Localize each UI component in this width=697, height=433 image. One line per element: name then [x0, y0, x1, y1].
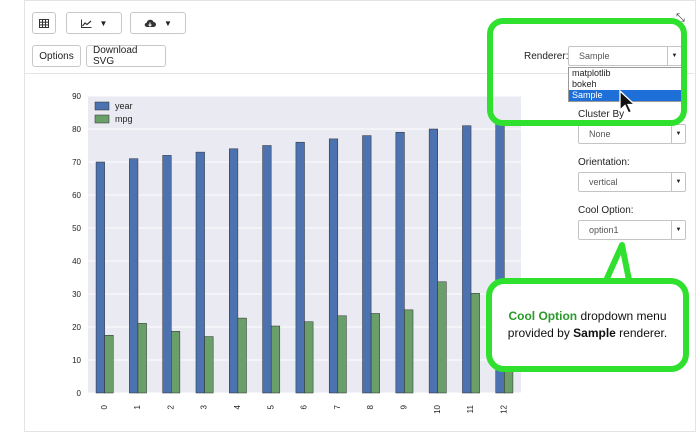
line-chart-icon: [80, 19, 92, 28]
renderer-label: Renderer:: [524, 51, 569, 62]
bar-mpg: [204, 336, 214, 394]
bar-year: [229, 148, 239, 394]
cool-option-label: Cool Option:: [578, 205, 634, 216]
legend-label: mpg: [115, 114, 133, 124]
chevron-down-icon: ▼: [667, 47, 681, 65]
chevron-down-icon: ▼: [671, 173, 685, 191]
y-tick-label: 50: [72, 224, 81, 233]
y-tick-label: 60: [72, 191, 81, 200]
x-tick-label: 5: [266, 404, 275, 409]
bar-year: [328, 138, 339, 394]
table-icon: [39, 18, 49, 28]
y-tick-label: 40: [72, 257, 81, 266]
chevron-down-icon: ▼: [99, 18, 108, 28]
callout-text-2: renderer.: [615, 326, 668, 340]
bar-year: [428, 128, 438, 394]
x-tick-label: 4: [233, 404, 242, 409]
bar-mpg: [370, 313, 380, 394]
cluster-by-select[interactable]: None ▼: [578, 124, 686, 144]
bar-year: [295, 141, 305, 394]
x-tick-label: 6: [300, 404, 309, 409]
download-svg-button[interactable]: Download SVG: [86, 45, 166, 67]
bar-year: [129, 158, 139, 394]
orientation-select[interactable]: vertical ▼: [578, 172, 686, 192]
bar-mpg: [404, 309, 414, 394]
cluster-by-label: Cluster By: [578, 109, 625, 120]
bar-year: [395, 132, 405, 394]
legend-label: year: [115, 101, 133, 111]
table-view-button[interactable]: [32, 12, 56, 34]
legend-swatch: [94, 114, 110, 124]
callout-bold-1: Cool Option: [508, 309, 578, 323]
bar-year: [162, 155, 172, 394]
bar-year: [195, 151, 205, 394]
bar-mpg: [470, 293, 480, 394]
y-tick-label: 70: [72, 158, 81, 167]
x-tick-label: 10: [433, 404, 442, 413]
chevron-down-icon: ▼: [671, 125, 685, 143]
bar-mpg: [270, 325, 281, 394]
bar-year: [462, 125, 472, 394]
options-button[interactable]: Options: [32, 45, 81, 67]
cool-option-select[interactable]: option1 ▼: [578, 220, 686, 240]
orientation-label: Orientation:: [578, 157, 630, 168]
y-tick-label: 0: [77, 389, 82, 398]
collapse-icon[interactable]: ⤡: [676, 12, 685, 24]
highlight-box: [487, 18, 687, 126]
cloud-download-icon: [144, 19, 157, 27]
cluster-by-value: None: [589, 129, 611, 139]
x-tick-label: 0: [100, 404, 109, 409]
cool-option-value: option1: [589, 225, 619, 235]
callout-bold-2: Sample: [573, 326, 616, 340]
x-tick-label: 7: [333, 404, 342, 409]
bar-year: [262, 145, 272, 394]
bar-mpg: [237, 317, 247, 394]
orientation-value: vertical: [589, 177, 618, 187]
y-tick-label: 80: [72, 125, 81, 134]
bar-mpg: [437, 281, 447, 394]
bar-mpg: [104, 335, 114, 394]
chevron-down-icon: ▼: [671, 221, 685, 239]
y-tick-label: 30: [72, 290, 81, 299]
y-tick-label: 90: [72, 92, 81, 101]
bar-mpg: [304, 321, 314, 394]
download-dropdown[interactable]: ▼: [130, 12, 186, 34]
x-tick-label: 3: [200, 404, 209, 409]
bar-mpg: [137, 323, 147, 394]
x-tick-label: 1: [133, 404, 142, 409]
x-tick-label: 8: [366, 404, 375, 409]
x-tick-label: 12: [499, 404, 508, 413]
divider: [24, 73, 694, 74]
bar-year: [362, 135, 372, 394]
renderer-option[interactable]: matplotlib: [572, 68, 611, 78]
chevron-down-icon: ▼: [164, 18, 172, 28]
mouse-cursor-icon: [619, 90, 637, 114]
y-tick-label: 20: [72, 323, 81, 332]
bar-year: [95, 161, 105, 394]
x-tick-label: 11: [466, 404, 475, 413]
renderer-value: Sample: [579, 51, 610, 61]
x-tick-label: 9: [400, 404, 409, 409]
renderer-option[interactable]: bokeh: [572, 79, 597, 89]
chart-type-dropdown[interactable]: ▼: [66, 12, 122, 34]
legend-swatch: [94, 101, 110, 111]
y-tick-label: 10: [72, 356, 81, 365]
x-tick-label: 2: [166, 404, 175, 409]
callout-box: Cool Option dropdown menu provided by Sa…: [486, 278, 689, 372]
bar-mpg: [337, 315, 347, 394]
callout-text-1: dropdown menu provided by: [507, 309, 667, 340]
bar-mpg: [171, 331, 181, 394]
